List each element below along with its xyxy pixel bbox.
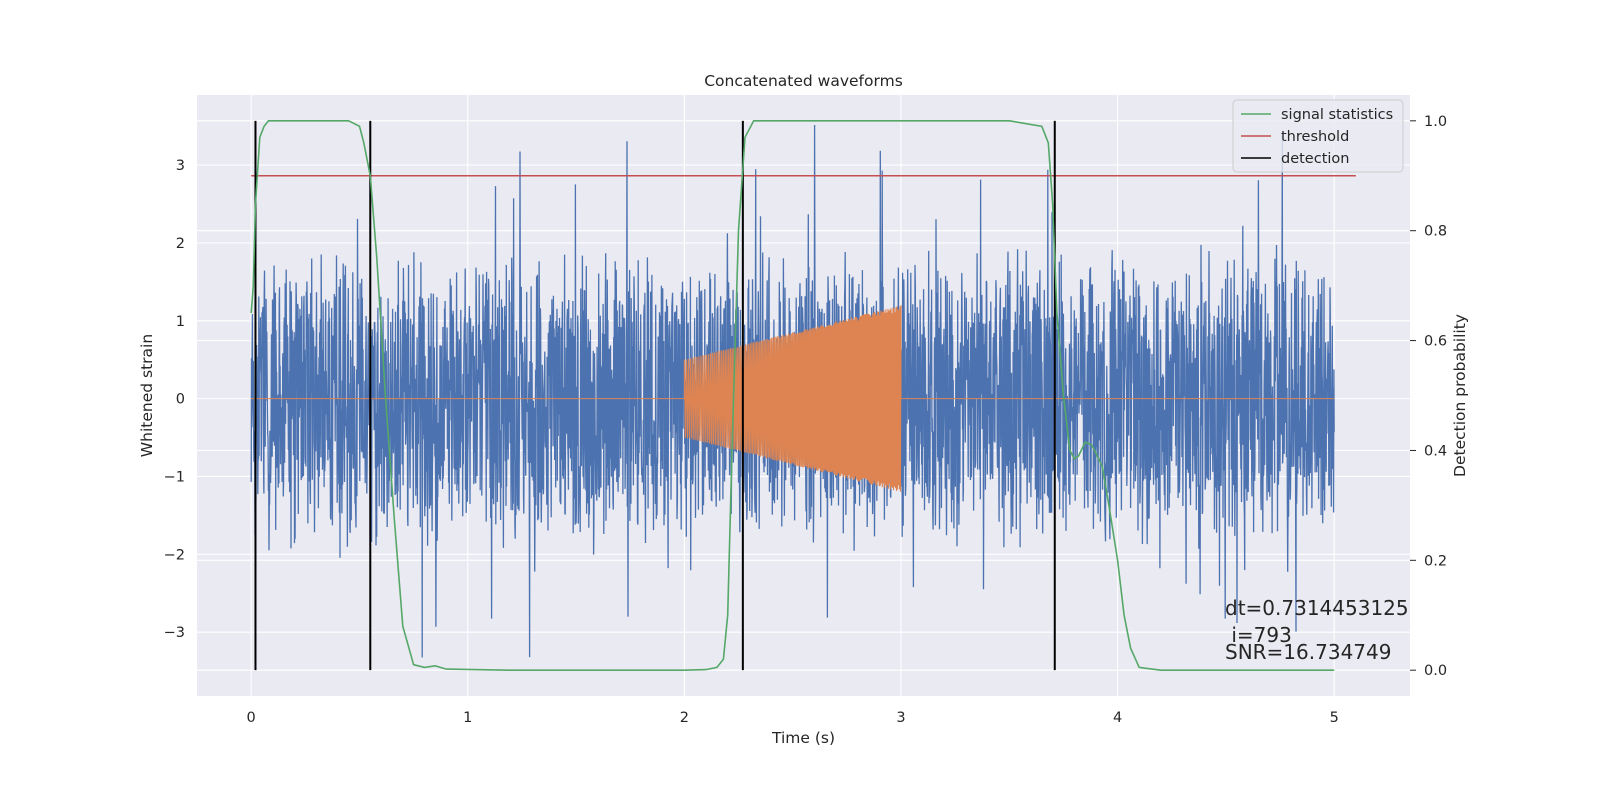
y-right-tick-label: 0.0 xyxy=(1424,663,1447,679)
y-tick-label: −1 xyxy=(164,469,185,485)
x-tick-label: 1 xyxy=(463,710,472,726)
x-tick-label: 2 xyxy=(680,710,689,726)
series-signal-statistics xyxy=(250,120,1335,671)
legend: signal statistics threshold detection xyxy=(1232,99,1404,173)
legend-box xyxy=(1232,99,1404,173)
y-right-tick-label: 0.6 xyxy=(1424,334,1447,350)
annotation-dt: dt=0.7314453125 xyxy=(1225,596,1409,620)
y-tick-label: 0 xyxy=(176,392,185,408)
y-right-tick-label: 0.8 xyxy=(1424,224,1447,240)
y-right-tick-label: 0.4 xyxy=(1424,443,1447,459)
plot-area xyxy=(250,120,1356,671)
y-right-tick-label: 0.2 xyxy=(1424,553,1447,569)
annotation-snr: SNR=16.734749 xyxy=(1225,640,1391,664)
legend-label-threshold: threshold xyxy=(1281,129,1349,145)
chart-title: Concatenated waveforms xyxy=(704,72,903,90)
series-strain xyxy=(250,124,1335,658)
x-ticks: 0 1 2 3 4 5 xyxy=(247,710,1339,726)
x-axis-label: Time (s) xyxy=(771,729,835,747)
y-tick-label: 2 xyxy=(176,236,185,252)
y-axis-label-right: Detection probability xyxy=(1451,314,1469,477)
y-tick-label: −2 xyxy=(164,547,185,563)
legend-label-signal-statistics: signal statistics xyxy=(1281,107,1393,123)
series-waveform xyxy=(251,305,1335,492)
y-tick-label: 1 xyxy=(176,314,185,330)
y-axis-label: Whitened strain xyxy=(138,334,156,457)
x-tick-label: 3 xyxy=(896,710,905,726)
y-right-tick-label: 1.0 xyxy=(1424,114,1447,130)
x-tick-label: 4 xyxy=(1113,710,1122,726)
annotation-index: i=793 xyxy=(1225,623,1292,647)
y-tick-label: 3 xyxy=(176,158,185,174)
y-ticks-left: −3 −2 −1 0 1 2 3 xyxy=(164,158,185,641)
y-ticks-right: 0.0 0.2 0.4 0.6 0.8 1.0 xyxy=(1410,114,1447,679)
y-tick-label: −3 xyxy=(164,625,185,641)
legend-label-detection: detection xyxy=(1281,151,1349,167)
x-tick-label: 5 xyxy=(1330,710,1339,726)
x-tick-label: 0 xyxy=(247,710,256,726)
